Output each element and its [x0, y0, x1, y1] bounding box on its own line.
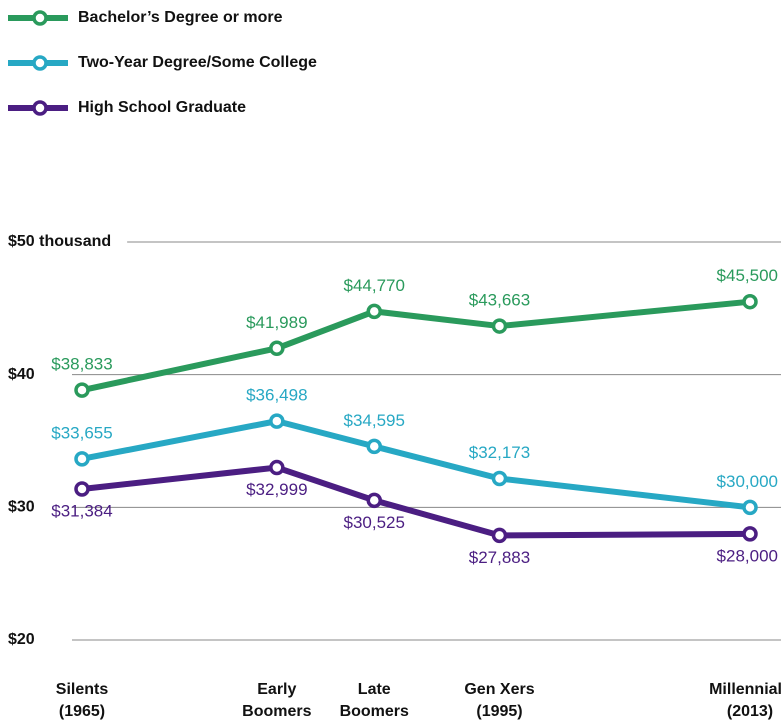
- data-point: [74, 481, 90, 497]
- x-tick-label: Millennials: [709, 681, 781, 698]
- x-tick-label: Boomers: [242, 703, 311, 720]
- series-line: [81, 464, 751, 539]
- data-label: $45,500: [717, 266, 778, 285]
- legend-label: Bachelor’s Degree or more: [78, 9, 283, 26]
- series-line: [81, 418, 751, 511]
- x-tick-label: (2013): [727, 703, 773, 720]
- x-tick-label: Boomers: [340, 703, 409, 720]
- data-label: $30,000: [717, 472, 778, 491]
- y-tick-label: $30: [8, 499, 35, 516]
- legend-marker: [32, 55, 48, 71]
- data-label: $28,000: [717, 546, 778, 565]
- data-label: $33,655: [51, 423, 112, 442]
- legend-marker: [32, 10, 48, 26]
- legend-label: Two-Year Degree/Some College: [78, 54, 317, 71]
- x-tick-label: Gen Xers: [464, 681, 534, 698]
- x-tick-label: (1995): [476, 703, 522, 720]
- y-tick-label: $40: [8, 366, 35, 383]
- data-label: $34,595: [344, 411, 405, 430]
- x-tick-label: (1965): [59, 703, 105, 720]
- data-point: [269, 340, 285, 357]
- data-point: [269, 413, 285, 429]
- y-tick-label: $20: [8, 631, 35, 648]
- data-point: [269, 459, 285, 476]
- data-label: $38,833: [51, 355, 112, 374]
- data-label: $41,989: [246, 313, 307, 332]
- data-point: [74, 451, 90, 467]
- data-label: $32,999: [246, 480, 307, 499]
- data-point: [491, 318, 508, 334]
- x-tick-label: Early: [257, 681, 296, 698]
- data-point: [491, 527, 508, 544]
- data-point: [366, 303, 382, 320]
- series-line: [81, 298, 751, 394]
- data-label: $31,384: [51, 501, 112, 520]
- data-label: $36,498: [246, 386, 307, 405]
- data-point: [491, 470, 508, 487]
- data-point: [366, 438, 382, 455]
- x-tick-label: Late: [358, 681, 391, 698]
- data-point: [742, 526, 758, 542]
- data-label: $44,770: [344, 276, 405, 295]
- data-point: [366, 492, 382, 509]
- y-tick-label: $50 thousand: [8, 233, 111, 250]
- data-label: $30,525: [344, 513, 405, 532]
- data-label: $27,883: [469, 548, 530, 567]
- x-tick-label: Silents: [56, 681, 109, 698]
- legend-label: High School Graduate: [78, 99, 246, 116]
- data-point: [742, 499, 758, 516]
- data-point: [74, 382, 90, 398]
- data-label: $32,173: [469, 443, 530, 462]
- data-label: $43,663: [469, 291, 530, 310]
- data-point: [742, 293, 758, 310]
- legend-marker: [32, 100, 48, 116]
